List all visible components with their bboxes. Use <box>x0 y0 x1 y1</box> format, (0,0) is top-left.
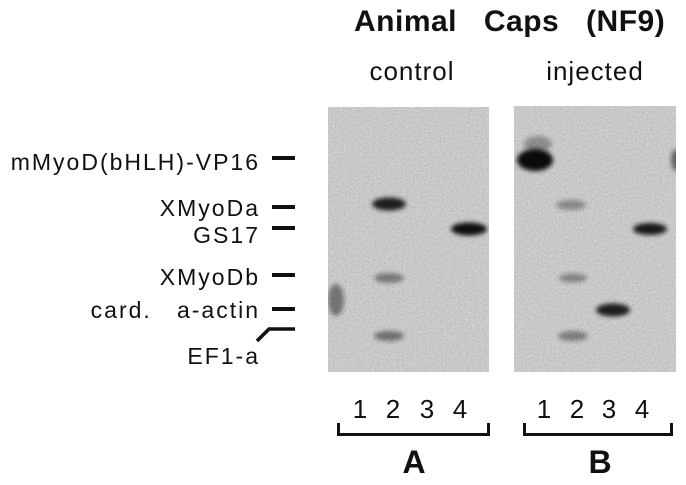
row-tick-dash <box>272 307 295 311</box>
lane-number: 1 <box>536 394 552 424</box>
gel-band <box>559 273 587 283</box>
lane-number: 4 <box>452 394 468 424</box>
row-label: EF1-a <box>187 343 260 369</box>
condition-label-injected: injected <box>546 56 644 86</box>
gel-band <box>451 222 487 236</box>
gel-panel-a <box>328 107 489 372</box>
gel-band <box>671 149 676 171</box>
panel-bracket-a <box>337 423 490 436</box>
row-label: XMyoDa <box>159 195 260 221</box>
row-tick-dash <box>272 156 295 160</box>
gel-band <box>372 197 406 211</box>
gel-panel-b <box>514 106 676 372</box>
figure-title: Animal Caps (NF9) <box>354 5 666 38</box>
panel-bracket-b <box>523 423 673 436</box>
row-tick-dash <box>272 273 295 277</box>
gel-band <box>633 223 667 235</box>
gel-band <box>556 200 586 210</box>
gel-band <box>558 331 588 341</box>
gel-band <box>524 136 552 152</box>
row-tick-dash <box>272 205 295 209</box>
ef1a-pointer-mark <box>255 327 295 343</box>
lane-number: 2 <box>385 394 401 424</box>
lane-number: 2 <box>569 394 585 424</box>
lane-number: 1 <box>352 394 368 424</box>
gel-band <box>374 273 404 283</box>
row-tick-dash <box>272 226 295 230</box>
lane-number: 3 <box>601 394 617 424</box>
gel-band <box>596 303 630 317</box>
row-label: GS17 <box>193 222 260 248</box>
lane-number: 3 <box>419 394 435 424</box>
panel-letter-a: A <box>402 444 426 480</box>
row-label: mMyoD(bHLH)-VP16 <box>10 149 260 175</box>
row-label: card. a-actin <box>90 297 260 323</box>
gel-band <box>374 331 404 341</box>
gel-grain-texture <box>328 107 489 372</box>
gel-band <box>517 149 553 171</box>
panel-letter-b: B <box>588 444 612 480</box>
condition-label-control: control <box>369 56 455 86</box>
lane-number: 4 <box>634 394 650 424</box>
gel-band <box>328 284 344 316</box>
row-label: XMyoDb <box>159 264 260 290</box>
